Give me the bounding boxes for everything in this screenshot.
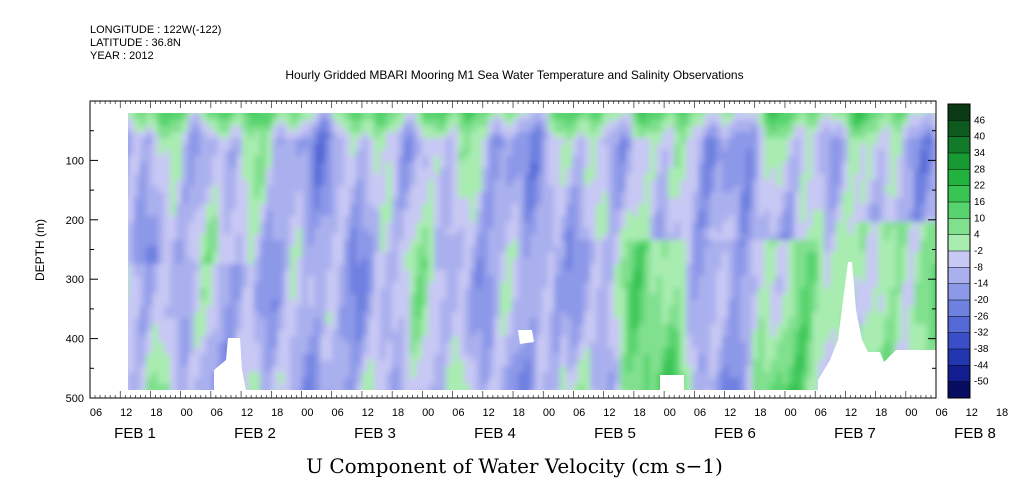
colorbar-label: -44 [974,360,989,371]
x-hour-tick-label: 06 [573,407,585,419]
year-label: YEAR : 2012 [90,50,154,62]
x-hour-tick-label: 00 [664,407,676,419]
colorbar-swatch [948,251,970,268]
x-hour-tick-label: 06 [694,407,706,419]
colorbar-label: 40 [974,132,986,143]
colorbar-swatch [948,202,970,219]
latitude-label: LATITUDE : 36.8N [90,37,181,49]
y-tick-label: 500 [66,393,84,405]
colorbar-swatch [948,349,970,366]
x-date-label: FEB 2 [234,425,276,442]
colorbar-swatch [948,153,970,170]
colorbar-swatch [948,381,970,399]
colorbar-label: 34 [974,148,986,159]
colorbar-swatch [948,267,970,285]
colorbar-swatch [948,120,970,138]
x-date-label: FEB 5 [594,425,636,442]
x-hour-tick-label: 06 [815,407,827,419]
x-hour-tick-label: 06 [331,407,343,419]
colorbar-label: -32 [974,328,989,339]
colorbar-label: -26 [974,311,989,322]
x-hour-tick-label: 06 [935,407,947,419]
x-hour-tick-label: 06 [211,407,223,419]
x-hour-tick-label: 12 [966,407,978,419]
missing-data-mask [660,375,684,390]
colorbar-swatch [948,218,970,236]
x-hour-tick-label: 12 [482,407,494,419]
x-hour-tick-label: 00 [905,407,917,419]
colorbar-swatch [948,185,970,203]
metadata-block: LONGITUDE : 122W(-122) LATITUDE : 36.8N … [90,24,221,63]
x-hour-tick-label: 18 [633,407,645,419]
colorbar-label: -50 [974,377,989,388]
colorbar-label: 28 [974,164,986,175]
x-hour-tick-label: 06 [90,407,102,419]
colorbar-swatch [948,169,970,187]
x-hour-tick-label: 12 [724,407,736,419]
x-hour-tick-label: 12 [362,407,374,419]
colorbar-label: 16 [974,197,986,208]
heatmap-field [128,113,936,390]
x-hour-tick-label: 06 [452,407,464,419]
colorbar-label: 46 [974,115,986,126]
colorbar-swatch [948,365,970,383]
x-axis-label: U Component of Water Velocity (cm s−1) [306,454,723,478]
colorbar-label: -8 [974,262,983,273]
missing-data-mask [818,262,936,390]
y-axis-label: DEPTH (m) [33,219,47,281]
x-hour-tick-label: 00 [301,407,313,419]
x-date-label: FEB 4 [474,425,516,442]
colorbar-swatch [948,316,970,334]
colorbar-label: 4 [974,230,980,241]
x-hour-tick-label: 12 [241,407,253,419]
missing-data-mask [518,330,534,344]
colorbar-swatch [948,283,970,301]
x-date-label: FEB 8 [954,425,996,442]
x-hour-tick-label: 12 [845,407,857,419]
chart-title: Hourly Gridded MBARI Mooring M1 Sea Wate… [285,68,744,82]
colorbar-swatch [948,332,970,350]
colorbar-label: 10 [974,213,986,224]
x-hour-tick-label: 18 [996,407,1008,419]
colorbar-label: -20 [974,295,989,306]
colorbar-label: -2 [974,246,983,257]
x-date-label: FEB 7 [834,425,876,442]
x-date-label: FEB 1 [114,425,156,442]
colorbar-swatch [948,300,970,317]
x-hour-tick-label: 18 [150,407,162,419]
colorbar-label: 22 [974,181,986,192]
colorbar: 46 40 34 28 22 16 10 4 -2 -8 -14 -20 -26 -32 -38 -44 -50 [947,103,989,399]
x-hour-tick-label: 12 [120,407,132,419]
colorbar-label: -38 [974,344,989,355]
x-date-label: FEB 6 [714,425,756,442]
x-hour-tick-label: 12 [603,407,615,419]
x-hour-tick-label: 18 [875,407,887,419]
colorbar-swatch [948,136,970,154]
missing-data-mask [214,338,246,390]
y-tick-label: 400 [66,334,84,346]
x-hour-tick-label: 00 [422,407,434,419]
y-tick-label: 300 [66,274,84,286]
x-hour-tick-label: 18 [754,407,766,419]
colorbar-label: -14 [974,279,989,290]
x-hour-tick-label: 00 [784,407,796,419]
heatmap-cells [128,113,936,390]
x-hour-tick-label: 18 [392,407,404,419]
y-tick-label: 100 [66,155,84,167]
colorbar-swatch [948,234,970,252]
x-hour-tick-label: 00 [180,407,192,419]
x-hour-tick-label: 00 [543,407,555,419]
colorbar-swatch [948,104,970,121]
x-hour-tick-label: 18 [271,407,283,419]
y-tick-label: 200 [66,215,84,227]
longitude-label: LONGITUDE : 122W(-122) [90,24,222,36]
x-hour-tick-label: 18 [513,407,525,419]
x-date-label: FEB 3 [354,425,396,442]
